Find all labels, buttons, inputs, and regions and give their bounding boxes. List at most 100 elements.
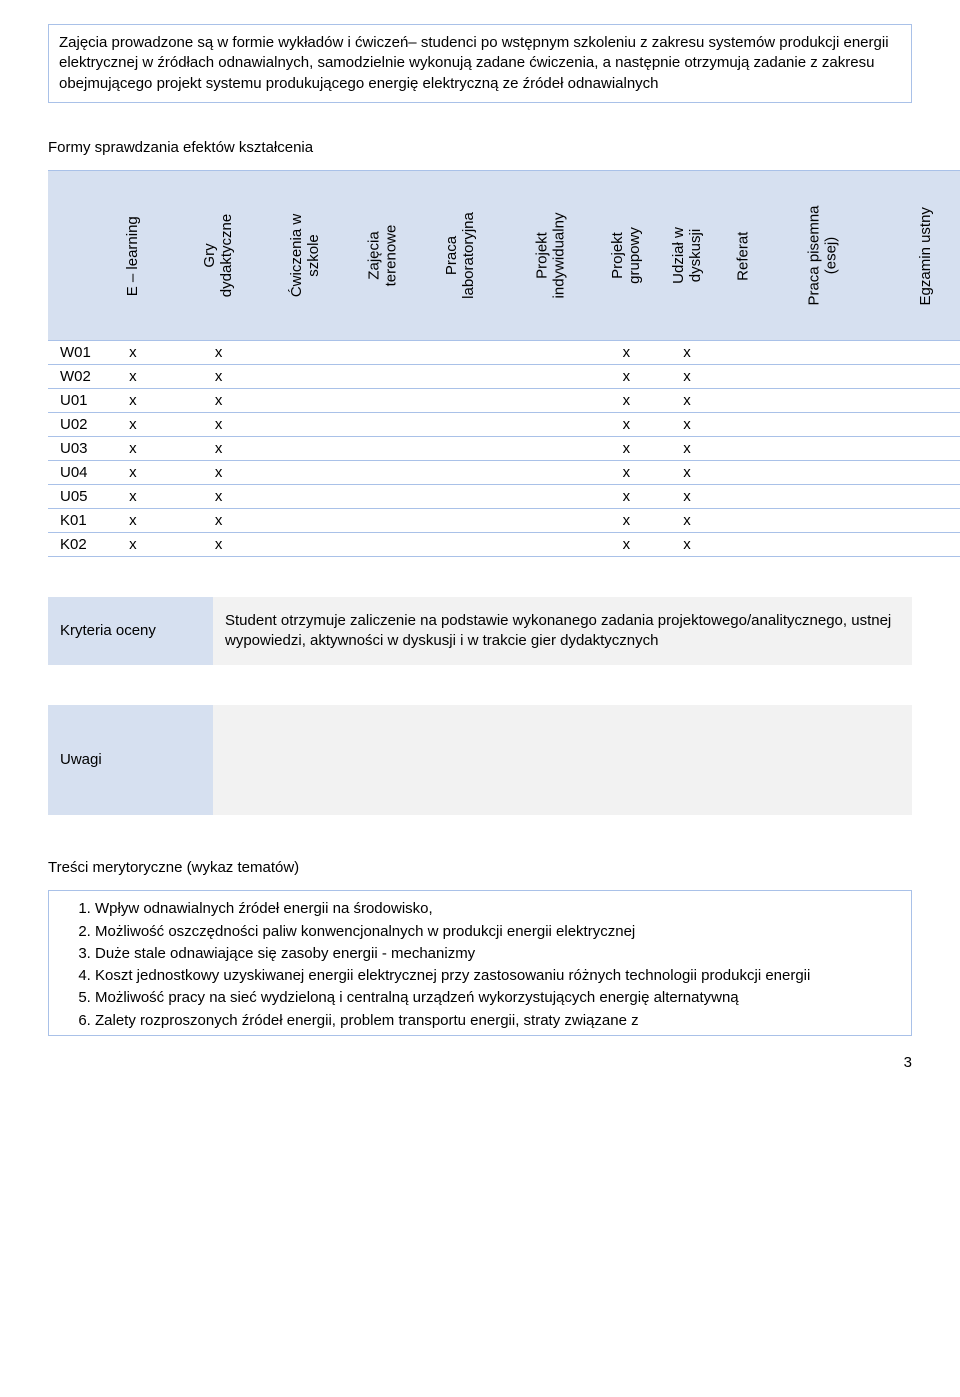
- matrix-cell: x: [91, 508, 175, 532]
- matrix-cell: [875, 484, 960, 508]
- table-row: U05xxxxx: [48, 484, 960, 508]
- matrix-cell: [506, 460, 596, 484]
- matrix-cell: [506, 508, 596, 532]
- matrix-cell: x: [596, 532, 657, 556]
- matrix-cell: [771, 484, 875, 508]
- row-id: U02: [48, 412, 91, 436]
- matrix-cell: [717, 508, 770, 532]
- matrix-cell: [717, 532, 770, 556]
- matrix-cell: x: [596, 436, 657, 460]
- topics-box: Wpływ odnawialnych źródeł energii na śro…: [48, 890, 912, 1036]
- matrix-cell: [717, 388, 770, 412]
- matrix-cell: [262, 532, 349, 556]
- table-row: U01xxxxx: [48, 388, 960, 412]
- matrix-cell: [875, 364, 960, 388]
- matrix-cell: [415, 412, 506, 436]
- matrix-col-header: Ćwiczenia wszkole: [262, 170, 349, 340]
- matrix-cell: x: [657, 436, 718, 460]
- matrix-cell: [262, 388, 349, 412]
- matrix-cell: [506, 364, 596, 388]
- matrix-col-header: Projektindywidualny: [506, 170, 596, 340]
- matrix-cell: x: [91, 388, 175, 412]
- matrix-cell: [350, 412, 416, 436]
- matrix-cell: [875, 460, 960, 484]
- matrix-cell: x: [657, 412, 718, 436]
- matrix-cell: x: [596, 508, 657, 532]
- matrix-cell: [875, 388, 960, 412]
- matrix-col-header: Zajęciaterenowe: [350, 170, 416, 340]
- matrix-cell: [717, 460, 770, 484]
- matrix-cell: [771, 340, 875, 364]
- matrix-col-header: Grydydaktyczne: [175, 170, 262, 340]
- matrix-cell: [350, 508, 416, 532]
- uwagi-table: Uwagi: [48, 705, 912, 815]
- matrix-cell: [350, 484, 416, 508]
- matrix-cell: [415, 340, 506, 364]
- matrix-cell: x: [657, 388, 718, 412]
- matrix-cell: x: [657, 484, 718, 508]
- matrix-col-label: Praca pisemna(esej): [806, 205, 839, 305]
- assessment-matrix: E – learningGrydydaktyczneĆwiczenia wszk…: [48, 170, 960, 557]
- matrix-cell: [262, 484, 349, 508]
- matrix-cell: [262, 412, 349, 436]
- matrix-col-label: Grydydaktyczne: [202, 214, 235, 297]
- matrix-cell: x: [596, 460, 657, 484]
- list-item: Możliwość pracy na sieć wydzieloną i cen…: [95, 988, 901, 1008]
- matrix-cell: [415, 388, 506, 412]
- list-item: Koszt jednostkowy uzyskiwanej energii el…: [95, 966, 901, 986]
- matrix-cell: x: [91, 460, 175, 484]
- page-number: 3: [48, 1054, 912, 1071]
- matrix-cell: x: [596, 340, 657, 364]
- matrix-cell: x: [657, 340, 718, 364]
- matrix-cell: x: [175, 532, 262, 556]
- list-item: Duże stale odnawiające się zasoby energi…: [95, 944, 901, 964]
- matrix-cell: [771, 436, 875, 460]
- matrix-cell: [771, 364, 875, 388]
- intro-box: Zajęcia prowadzone są w formie wykładów …: [48, 24, 912, 103]
- matrix-cell: [506, 532, 596, 556]
- matrix-cell: x: [657, 364, 718, 388]
- matrix-cell: x: [596, 364, 657, 388]
- matrix-cell: [717, 436, 770, 460]
- table-row: U04xxxxx: [48, 460, 960, 484]
- matrix-col-label: Udział wdyskusji: [671, 227, 704, 284]
- kryteria-table: Kryteria oceny Student otrzymuje zalicze…: [48, 597, 912, 666]
- matrix-cell: [506, 412, 596, 436]
- matrix-cell: [506, 388, 596, 412]
- matrix-cell: x: [91, 436, 175, 460]
- matrix-cell: x: [657, 508, 718, 532]
- matrix-col-header: Praca pisemna(esej): [771, 170, 875, 340]
- matrix-cell: [875, 412, 960, 436]
- matrix-cell: [506, 436, 596, 460]
- table-row: W02xxxxx: [48, 364, 960, 388]
- matrix-cell: x: [175, 412, 262, 436]
- list-item: Wpływ odnawialnych źródeł energii na śro…: [95, 899, 901, 919]
- matrix-cell: [415, 532, 506, 556]
- matrix-cell: [875, 340, 960, 364]
- matrix-cell: x: [91, 364, 175, 388]
- kryteria-text: Student otrzymuje zaliczenie na podstawi…: [213, 597, 912, 666]
- matrix-cell: [875, 436, 960, 460]
- matrix-cell: x: [175, 484, 262, 508]
- intro-text: Zajęcia prowadzone są w formie wykładów …: [59, 34, 889, 92]
- matrix-corner: [48, 170, 91, 340]
- matrix-cell: x: [175, 460, 262, 484]
- matrix-cell: [717, 484, 770, 508]
- matrix-cell: [875, 508, 960, 532]
- matrix-cell: [771, 532, 875, 556]
- matrix-cell: [415, 364, 506, 388]
- matrix-cell: [717, 412, 770, 436]
- matrix-cell: [415, 508, 506, 532]
- matrix-cell: x: [596, 484, 657, 508]
- list-item: Zalety rozproszonych źródeł energii, pro…: [95, 1011, 901, 1031]
- matrix-cell: [262, 436, 349, 460]
- matrix-cell: [717, 340, 770, 364]
- matrix-cell: [771, 388, 875, 412]
- row-id: U03: [48, 436, 91, 460]
- matrix-cell: x: [91, 484, 175, 508]
- topics-list: Wpływ odnawialnych źródeł energii na śro…: [59, 899, 901, 1031]
- row-id: W02: [48, 364, 91, 388]
- row-id: U05: [48, 484, 91, 508]
- matrix-cell: [350, 460, 416, 484]
- matrix-cell: x: [91, 412, 175, 436]
